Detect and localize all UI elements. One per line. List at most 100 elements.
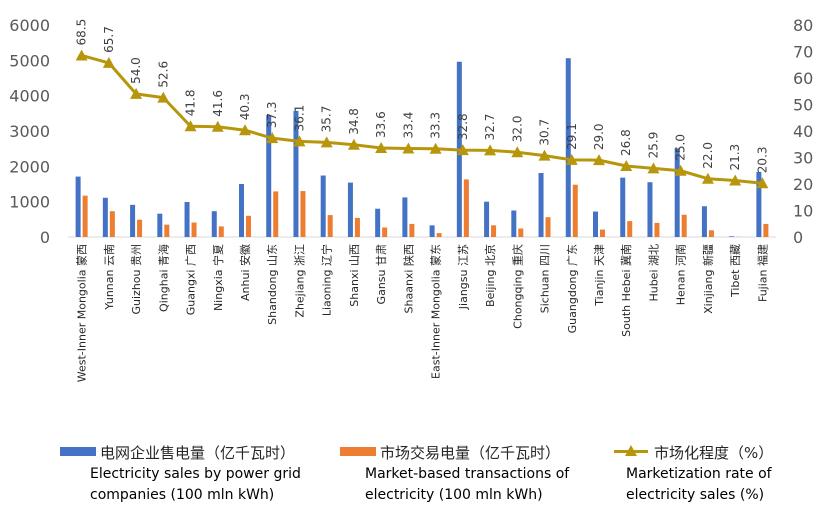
bar-grid-sales — [729, 236, 735, 237]
bar-market-transactions — [382, 227, 388, 237]
bar-grid-sales — [701, 206, 707, 237]
y-right-tick-label: 60 — [793, 69, 813, 88]
y-right-tick-label: 50 — [793, 96, 813, 115]
bar-market-transactions — [137, 219, 143, 237]
data-label-marketization: 25.9 — [646, 132, 660, 159]
data-label-marketization: 54.0 — [129, 57, 143, 84]
line-marker-triangle — [647, 162, 660, 174]
x-tick-label: Fujian 福建 — [755, 244, 769, 302]
legend-caption-grid-sales: Electricity sales by power grid companie… — [90, 466, 301, 503]
x-tick-label: Chongqing 重庆 — [510, 244, 524, 329]
bar-market-transactions — [109, 211, 115, 237]
legend-caption-market-transactions: Market-based transactions of electricity… — [365, 466, 570, 503]
data-label-marketization: 20.3 — [755, 146, 769, 173]
line-marker-triangle — [565, 153, 578, 165]
line-marker-triangle — [729, 174, 742, 186]
data-label-marketization: 35.7 — [320, 106, 334, 133]
line-marker-triangle — [511, 146, 524, 158]
bar-market-transactions — [545, 217, 551, 237]
y-right-tick-label: 20 — [793, 175, 813, 194]
x-tick-label: South Hebei 冀南 — [619, 244, 633, 337]
bar-grid-sales — [239, 184, 244, 237]
x-tick-label: Liaoning 辽宁 — [320, 244, 334, 316]
data-label-marketization: 29.1 — [565, 123, 579, 150]
x-tick-label: East-Inner Mongolia 蒙东 — [430, 244, 443, 379]
x-tick-label: Ningxia 宁夏 — [211, 244, 225, 311]
line-marker-triangle — [157, 91, 170, 103]
bar-grid-sales — [756, 171, 762, 237]
data-label-marketization: 32.7 — [483, 114, 497, 141]
y-left-tick-label: 5000 — [9, 51, 50, 70]
bar-market-transactions — [82, 195, 88, 237]
data-label-marketization: 21.3 — [728, 144, 742, 171]
data-label-marketization: 40.3 — [238, 93, 252, 120]
x-tick-label: Jiangsu 江苏 — [457, 244, 470, 310]
data-label-marketization: 29.0 — [592, 123, 606, 150]
bar-grid-sales — [184, 202, 190, 237]
bar-grid-sales — [130, 204, 136, 237]
line-marker-triangle — [593, 154, 605, 166]
x-tick-label: Hubei 湖北 — [647, 244, 660, 302]
bar-market-transactions — [273, 191, 279, 237]
line-marker-triangle — [239, 124, 251, 136]
bar-market-transactions — [191, 222, 197, 237]
data-label-marketization: 36.1 — [292, 105, 306, 132]
line-marker-triangle — [620, 159, 633, 171]
bar-market-transactions — [436, 233, 442, 237]
data-label-marketization: 25.0 — [674, 134, 688, 161]
bar-market-transactions — [409, 223, 415, 237]
bar-grid-sales — [484, 201, 490, 237]
data-label-marketization: 37.3 — [265, 101, 279, 128]
x-tick-label: Shandong 山东 — [266, 244, 279, 325]
y-left-tick-label: 3000 — [9, 122, 50, 141]
y-right-tick-label: 10 — [793, 202, 813, 221]
bar-grid-sales — [674, 148, 680, 237]
bar-grid-sales — [157, 213, 163, 237]
line-marker-triangle — [429, 142, 442, 154]
data-label-marketization: 52.6 — [156, 61, 170, 88]
line-marker-triangle — [75, 49, 88, 61]
x-tick-label: Yunnan 云南 — [103, 244, 116, 311]
data-label-marketization: 34.8 — [347, 108, 361, 135]
bar-grid-sales — [538, 173, 544, 237]
line-marker-triangle — [320, 136, 333, 148]
line-marker-triangle — [538, 149, 551, 161]
line-marker-triangle — [756, 177, 769, 189]
bar-grid-sales — [293, 110, 299, 237]
y-left-tick-label: 2000 — [9, 157, 50, 176]
y-left-tick-label: 6000 — [9, 16, 50, 35]
bar-grid-sales — [75, 176, 81, 237]
legend-caption-marketization: Marketization rate of electricity sales … — [626, 466, 772, 503]
x-tick-label: Xinjiang 新疆 — [701, 244, 715, 314]
bar-market-transactions — [627, 221, 633, 237]
bar-market-transactions — [654, 222, 660, 237]
x-tick-label: Guizhou 贵州 — [130, 244, 143, 315]
data-label-marketization: 65.7 — [102, 26, 116, 53]
legend-swatch-grid-sales — [60, 447, 96, 456]
x-tick-label: West-Inner Mongolia 蒙西 — [76, 244, 89, 382]
bar-grid-sales — [429, 225, 435, 237]
line-marker-triangle — [484, 144, 497, 156]
bar-grid-sales — [620, 177, 626, 237]
legend-label-grid-sales: 电网企业售电量（亿千瓦时） — [100, 444, 296, 462]
line-marker-triangle — [102, 56, 115, 68]
legend-triangle-marker-icon — [625, 445, 637, 456]
line-marker-triangle — [184, 120, 197, 132]
data-label-marketization: 33.6 — [374, 111, 388, 138]
line-marker-triangle — [674, 164, 687, 176]
data-label-marketization: 33.4 — [401, 112, 415, 139]
line-marker-triangle — [375, 141, 388, 153]
bar-market-transactions — [491, 225, 497, 237]
bar-market-transactions — [218, 226, 224, 237]
data-label-marketization: 68.5 — [75, 19, 89, 46]
chart-plot: 0 1000 2000 3000 4000 5000 6000 0 10 20 30 40 50 60 70… — [9, 16, 813, 382]
bar-market-transactions — [300, 191, 306, 237]
x-tick-label: Shaanxi 陕西 — [401, 244, 415, 313]
y-right-tick-label: 80 — [793, 16, 813, 35]
bar-market-transactions — [354, 217, 360, 237]
legend-label-marketization: 市场化程度（%） — [654, 444, 774, 462]
bar-market-transactions — [681, 214, 687, 237]
bar-market-transactions — [463, 179, 469, 237]
line-marker-triangle — [266, 132, 279, 144]
data-label-marketization: 41.6 — [211, 90, 225, 117]
